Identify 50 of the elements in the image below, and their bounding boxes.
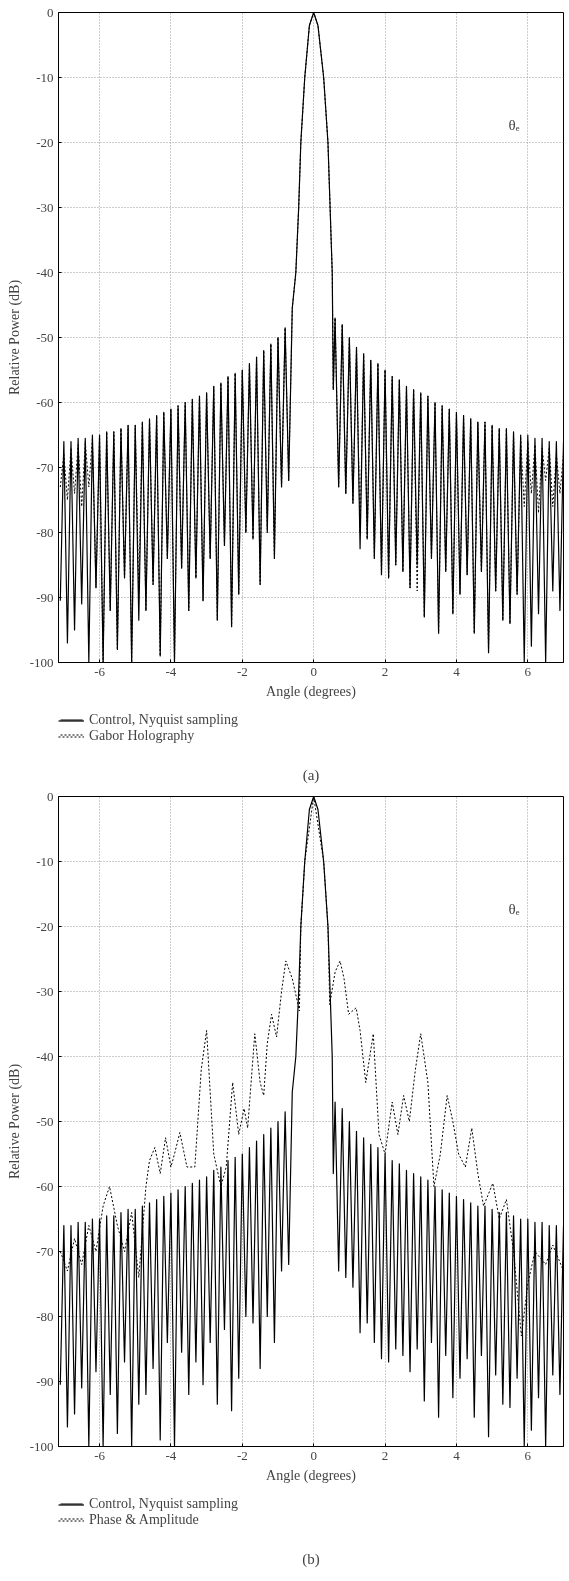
x-tick-label: 2 bbox=[381, 663, 389, 679]
x-tick-label: -4 bbox=[165, 1447, 177, 1463]
x-tick-label: 4 bbox=[453, 663, 461, 679]
y-tick-label: -60 bbox=[36, 394, 54, 410]
x-tick-label: 2 bbox=[381, 1447, 389, 1463]
y-tick-label: -10 bbox=[36, 853, 54, 869]
x-tick-label: 4 bbox=[453, 1447, 461, 1463]
x-tick-label: 6 bbox=[524, 663, 532, 679]
y-tick-label: -10 bbox=[36, 69, 54, 85]
annotation: θₑ bbox=[508, 900, 520, 917]
y-tick-label: -100 bbox=[29, 1438, 54, 1454]
y-tick-label: -70 bbox=[36, 459, 54, 475]
annotation: θₑ bbox=[508, 116, 520, 133]
y-tick-label: -30 bbox=[36, 199, 54, 215]
y-tick-label: -20 bbox=[36, 918, 54, 934]
y-axis-title: Relative Power (dB) bbox=[6, 279, 23, 396]
y-tick-label: -40 bbox=[36, 264, 54, 280]
y-tick-label: -50 bbox=[36, 329, 54, 345]
x-tick-label: 6 bbox=[524, 1447, 532, 1463]
x-tick-label: -6 bbox=[94, 663, 106, 679]
y-tick-label: -80 bbox=[36, 1308, 54, 1324]
y-axis-title: Relative Power (dB) bbox=[6, 1063, 23, 1180]
y-tick-label: 0 bbox=[47, 4, 54, 20]
y-tick-label: -90 bbox=[36, 1373, 54, 1389]
x-tick-label: -2 bbox=[236, 1447, 248, 1463]
y-tick-label: -100 bbox=[29, 654, 54, 670]
text: (a) bbox=[302, 767, 320, 785]
y-tick-label: -90 bbox=[36, 589, 54, 605]
legend-label: Gabor Holography bbox=[89, 728, 195, 744]
x-axis-title: Angle (degrees) bbox=[266, 1467, 357, 1484]
y-tick-label: -30 bbox=[36, 983, 54, 999]
text: (b) bbox=[302, 1551, 320, 1569]
legend-label: Control, Nyquist sampling bbox=[89, 1496, 238, 1512]
line-series bbox=[59, 12, 564, 663]
y-tick-label: -80 bbox=[36, 524, 54, 540]
y-tick-label: -70 bbox=[36, 1243, 54, 1259]
y-tick-label: -50 bbox=[36, 1113, 54, 1129]
x-tick-label: 0 bbox=[310, 663, 317, 679]
y-tick-label: -60 bbox=[36, 1178, 54, 1194]
line-series bbox=[59, 796, 564, 1447]
y-tick-label: -40 bbox=[36, 1048, 54, 1064]
legend-label: Control, Nyquist sampling bbox=[89, 712, 238, 728]
y-tick-label: -20 bbox=[36, 134, 54, 150]
x-axis-title: Angle (degrees) bbox=[266, 683, 357, 700]
x-tick-label: -2 bbox=[236, 663, 248, 679]
legend-label: Phase & Amplitude bbox=[89, 1512, 199, 1528]
x-tick-label: 0 bbox=[310, 1447, 317, 1463]
y-tick-label: 0 bbox=[47, 788, 54, 804]
x-tick-label: -4 bbox=[165, 663, 177, 679]
x-tick-label: -6 bbox=[94, 1447, 106, 1463]
